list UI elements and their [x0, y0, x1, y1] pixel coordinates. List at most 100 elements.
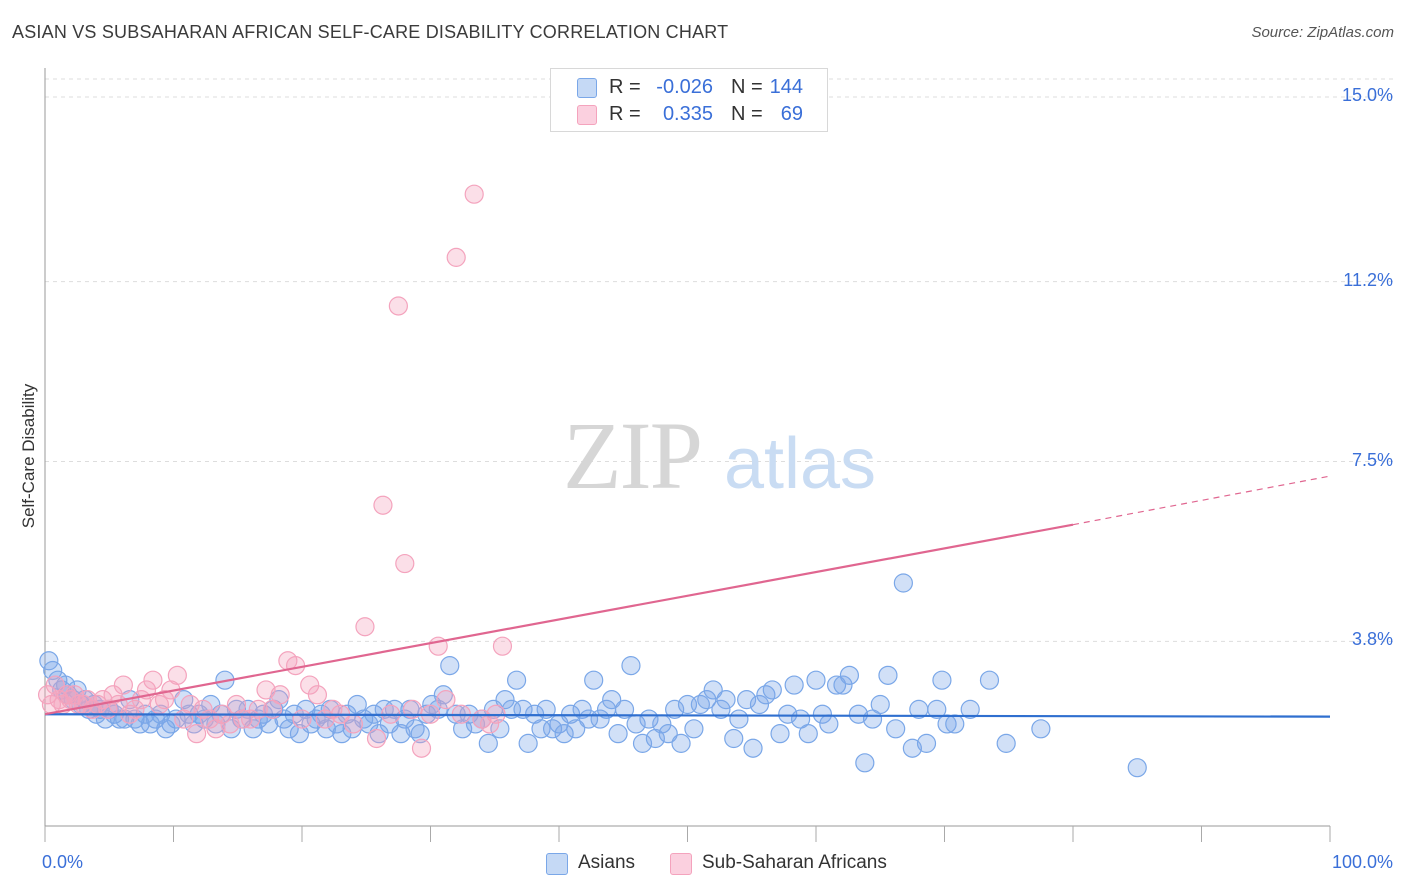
asian-point [584, 670, 604, 690]
asian-point [743, 738, 763, 758]
asian-point [878, 665, 898, 685]
asian-point [886, 719, 906, 739]
legend-n-value: 69 [780, 103, 803, 125]
asian-point [536, 699, 556, 719]
asian-point [839, 665, 860, 685]
correlation-legend: R = -0.026 N = 144 R = 0.335 N = 69 [550, 68, 828, 132]
asian-point [478, 733, 498, 753]
asian-point [979, 670, 1000, 690]
asian-point [506, 670, 527, 690]
asian-point [602, 690, 622, 710]
african-legend-swatch [670, 853, 692, 875]
legend-r-label: R = [609, 103, 641, 125]
asian-point [770, 724, 790, 744]
asian-point [833, 675, 853, 695]
african-swatch [577, 105, 597, 125]
african-point [373, 495, 393, 515]
source-label: Source: ZipAtlas.com [1251, 24, 1394, 41]
asian-point [703, 680, 723, 700]
asian-point [945, 714, 965, 734]
african-legend-label: Sub-Saharan Africans [702, 852, 887, 873]
african-point [395, 553, 415, 574]
asian-point [1127, 758, 1147, 778]
asian-point [279, 719, 299, 739]
asian-trend-line [44, 713, 1331, 718]
african-point [154, 690, 175, 710]
asian-point [812, 704, 833, 724]
african-point [113, 675, 133, 695]
asian-point [697, 690, 717, 710]
asian-point [749, 694, 770, 715]
asian-point [716, 690, 736, 710]
asian-point [410, 724, 430, 744]
african-point [366, 728, 387, 749]
asian-point [43, 660, 63, 681]
chart-title: ASIAN VS SUBSAHARAN AFRICAN SELF-CARE DI… [12, 22, 729, 42]
asian-point [501, 699, 522, 719]
african-point [37, 685, 58, 705]
legend-n-value: 144 [769, 76, 803, 98]
asian-point [762, 680, 782, 700]
african-point [167, 665, 187, 685]
asian-point [495, 690, 515, 710]
african-point [77, 690, 98, 710]
asian-point [902, 738, 922, 758]
asian-point [518, 733, 538, 753]
legend-row-african: R = 0.335 N = 69 [551, 102, 827, 128]
legend-row-asian: R = -0.026 N = 144 [551, 75, 827, 101]
watermark: ZIP atlas [563, 402, 876, 509]
asian-points [39, 573, 1147, 778]
asian-point [316, 719, 337, 739]
asian-point [778, 704, 798, 724]
asian-point [798, 724, 818, 744]
african-point [292, 709, 312, 729]
african-point [411, 738, 432, 758]
african-point [285, 656, 306, 676]
y-tick-label: 11.2% [1343, 269, 1393, 290]
y-tick-label: 15.0% [1341, 85, 1393, 105]
asian-point [572, 699, 592, 719]
y-tick-label: 7.5% [1351, 449, 1393, 470]
african-point [143, 670, 163, 690]
legend-r-value: 0.335 [662, 103, 713, 125]
asian-point [531, 719, 551, 739]
asian-legend-label: Asians [578, 852, 636, 873]
asian-point [608, 724, 628, 744]
african-point [355, 617, 375, 637]
asian-swatch [577, 78, 597, 98]
asian-point [927, 699, 947, 719]
gridlines [45, 78, 1395, 642]
asian-point [870, 694, 890, 715]
asian-point [729, 709, 749, 729]
x-tick-max: 100.0% [1331, 852, 1393, 872]
asian-point [737, 690, 757, 710]
african-point [464, 184, 484, 204]
asian-point [632, 733, 653, 753]
asian-point [916, 733, 937, 753]
asian-point [614, 699, 635, 719]
asian-point [996, 733, 1016, 753]
asian-point [658, 724, 678, 744]
asian-point [671, 733, 691, 753]
asian-point [554, 724, 574, 744]
african-point [307, 685, 328, 705]
asian-point [960, 699, 980, 719]
asian-point [848, 704, 869, 724]
asian-point [665, 699, 685, 719]
african-point [187, 724, 207, 744]
watermark-zip: ZIP [563, 402, 701, 509]
asian-point [621, 656, 641, 676]
african-point [388, 296, 408, 316]
asian-point [711, 699, 731, 719]
y-axis-label: Self-Care Disability [19, 383, 38, 529]
african-trend-line [44, 523, 1074, 716]
y-tick-label: 3.8% [1351, 629, 1393, 650]
asian-point [826, 675, 847, 695]
african-point [436, 690, 456, 710]
axes [44, 68, 1331, 842]
asian-point [566, 719, 586, 739]
asian-point [932, 670, 952, 690]
african-point [446, 247, 466, 267]
asian-point [893, 573, 913, 593]
